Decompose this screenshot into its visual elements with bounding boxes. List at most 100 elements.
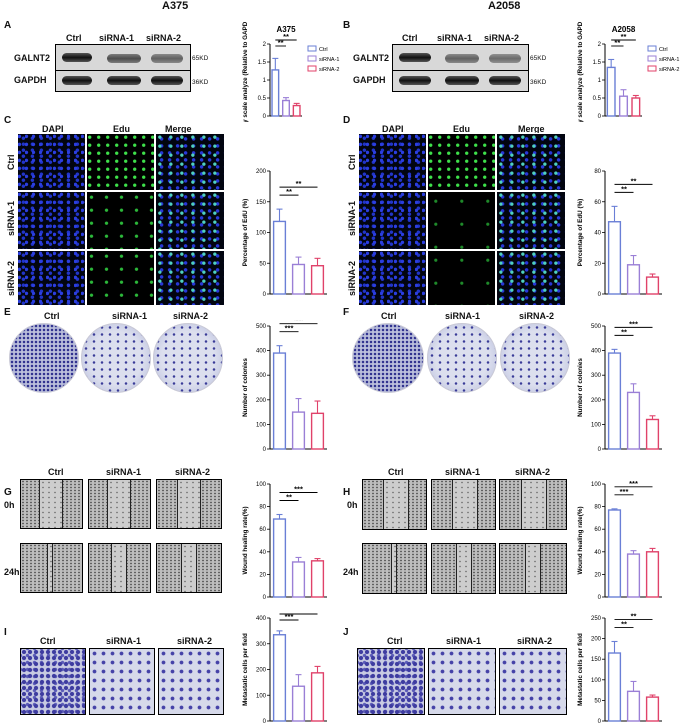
- legend-label: Ctrl: [319, 47, 328, 53]
- y-axis-label: Wound healing rate(%): [577, 506, 584, 574]
- y-tick-label: 0: [598, 114, 602, 120]
- bar: [272, 634, 287, 722]
- y-tick-label: 100: [591, 678, 602, 684]
- legend-swatch: [647, 55, 657, 62]
- bar: [607, 352, 622, 450]
- if-row-sirna1: siRNA-1: [347, 200, 357, 236]
- significance-label: ***: [285, 324, 294, 333]
- wb-lane-sirna1: siRNA-1: [99, 33, 135, 43]
- bar: [292, 104, 301, 117]
- wb-lane-sirna2: siRNA-2: [484, 33, 520, 43]
- chart-g-wound: Wound healing rate(%) 0 20 40 60 80 100 *****: [242, 482, 327, 601]
- y-tick-label: 50: [594, 698, 601, 704]
- bar: [631, 97, 641, 117]
- if-image: [496, 133, 566, 191]
- transwell-image: [158, 648, 224, 715]
- y-tick-label: 200: [256, 398, 267, 404]
- significance-label: **: [621, 32, 627, 41]
- transwell-image: [89, 648, 155, 715]
- colony-dish: [81, 323, 151, 393]
- if-image: [155, 191, 225, 250]
- wb-target-label: GALNT2: [14, 53, 50, 63]
- wb-target-label: GALNT2: [353, 53, 389, 63]
- y-tick-label: 1.5: [258, 60, 267, 66]
- y-tick-label: 1: [263, 78, 267, 84]
- y-axis-label: Metastatic cells per field: [577, 633, 584, 706]
- wound-time-0h: 0h: [4, 500, 15, 510]
- significance-label: **: [621, 184, 627, 193]
- wb-lane-ctrl: Ctrl: [66, 33, 82, 43]
- wound-image: [156, 479, 222, 529]
- wound-label-ctrl: Ctrl: [388, 467, 404, 477]
- legend-label: Ctrl: [659, 47, 668, 53]
- if-row-sirna2: siRNA-2: [347, 260, 357, 296]
- y-tick-label: 20: [259, 572, 266, 578]
- legend-swatch: [647, 45, 657, 52]
- legend-label: siRNA-1: [659, 57, 679, 63]
- y-tick-label: 2: [598, 42, 602, 48]
- chart-title: A375: [276, 25, 296, 34]
- y-tick-label: 0: [598, 447, 602, 453]
- significance-label: ***: [629, 479, 638, 488]
- y-tick-label: 150: [256, 200, 267, 206]
- bar: [272, 220, 287, 295]
- significance-label: **: [286, 187, 292, 196]
- wound-image: [20, 543, 83, 593]
- y-tick-label: 80: [594, 505, 601, 511]
- if-image: [496, 191, 566, 250]
- y-tick-label: 0: [598, 292, 602, 298]
- transwell-label-sirna2: siRNA-2: [517, 636, 553, 646]
- if-row-sirna2: siRNA-2: [6, 260, 16, 296]
- if-image: [17, 133, 86, 191]
- colony-label-ctrl: Ctrl: [44, 311, 60, 321]
- y-tick-label: 0: [263, 292, 267, 298]
- chart-a-wb-quant: A375 WB gray scale analyze (Relative to G…: [242, 22, 339, 122]
- chart-i-transwell: Metastatic cells per field 0 100 200 300 400 *…: [242, 612, 327, 725]
- if-image: [427, 250, 496, 306]
- wound-time-24h: 24h: [4, 567, 20, 577]
- if-channel-edu: Edu: [113, 124, 130, 134]
- transwell-label-sirna1: siRNA-1: [106, 636, 142, 646]
- chart-b-wb-quant: A2058 WB gray scale analyze (Relative to …: [577, 22, 679, 122]
- bar: [272, 518, 287, 598]
- y-tick-label: 20: [594, 261, 601, 267]
- y-axis-label: Metastatic cells per field: [242, 633, 249, 706]
- panel-label-g: G: [4, 487, 12, 498]
- significance-label: ***: [294, 320, 303, 325]
- wb-lane-ctrl: Ctrl: [402, 33, 418, 43]
- bar: [645, 276, 660, 295]
- wound-image: [362, 479, 427, 530]
- if-image: [427, 133, 496, 191]
- bar: [645, 418, 660, 450]
- wb-control-label: GAPDH: [353, 75, 386, 85]
- y-axis-label: WB gray scale analyze (Relative to GAPDH…: [577, 22, 584, 122]
- y-tick-label: 2: [263, 42, 267, 48]
- y-tick-label: 0: [263, 447, 267, 453]
- y-tick-label: 0: [263, 114, 267, 120]
- y-tick-label: 0: [263, 595, 267, 601]
- wound-image: [362, 543, 427, 594]
- y-tick-label: 100: [256, 231, 267, 237]
- significance-label: **: [283, 32, 289, 41]
- wb-control-size: 36KD: [192, 79, 209, 86]
- transwell-label-sirna2: siRNA-2: [177, 636, 213, 646]
- y-tick-label: 200: [591, 637, 602, 643]
- bar: [618, 95, 629, 117]
- bar: [281, 99, 291, 117]
- y-axis-label: Number of colonies: [242, 358, 249, 417]
- bar: [626, 690, 641, 722]
- wound-image: [499, 543, 567, 594]
- y-axis-label: Percentage of EdU (%): [577, 199, 584, 267]
- significance-label: **: [631, 176, 637, 185]
- wb-control-size: 36KD: [530, 79, 547, 86]
- y-tick-label: 100: [256, 482, 267, 488]
- y-tick-label: 400: [256, 616, 267, 622]
- panel-label-b: B: [343, 20, 351, 31]
- bar: [291, 411, 306, 450]
- colony-dish: [427, 323, 497, 393]
- chart-d-edu: Percentage of EdU (%) 0 20 40 60 80 ** **: [577, 169, 662, 298]
- wound-label-ctrl: Ctrl: [48, 467, 64, 477]
- panel-label-i: I: [4, 627, 7, 638]
- wb-target-size: 65KD: [192, 55, 209, 62]
- bar: [310, 672, 325, 722]
